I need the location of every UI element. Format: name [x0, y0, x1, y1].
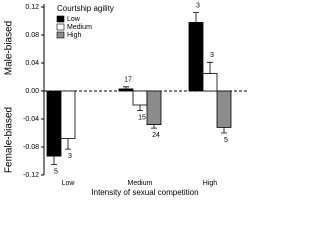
bar [188, 21, 204, 92]
error-bar [51, 156, 57, 165]
x-tick-label: Low [62, 180, 76, 187]
error-bar [207, 61, 213, 74]
error-bar [123, 86, 129, 89]
sample-size: 3 [196, 2, 200, 9]
sample-size: 15 [138, 114, 146, 121]
legend-label: High [67, 32, 82, 39]
y-tick-label: 0.04 [25, 60, 39, 67]
legend-swatch [56, 15, 65, 23]
sample-size: 24 [152, 132, 160, 139]
error-bar [137, 105, 143, 111]
error-bar [221, 127, 227, 134]
sample-size: 3 [68, 153, 72, 160]
bar [60, 90, 76, 139]
y-label-lower: Female-biased [4, 107, 15, 173]
y-tick-label: 0.08 [25, 32, 39, 39]
page: {"chart_data": {"type": "bar", "y_label_… [3, 2, 248, 198]
legend-swatch [56, 23, 65, 31]
y-label-upper: Male-biased [4, 21, 15, 75]
x-label: Intensity of sexual competition [91, 188, 198, 197]
sample-size: 5 [54, 168, 58, 175]
legend-label: Medium [67, 24, 92, 31]
legend-label: Low [67, 16, 81, 23]
y-tick-label: -0.04 [23, 116, 39, 123]
legend-title: Courtship agility [57, 4, 114, 13]
bar [216, 90, 232, 128]
y-tick-label: -0.12 [23, 172, 39, 179]
error-bar [65, 138, 71, 150]
sample-size: 5 [224, 137, 228, 144]
error-bar [193, 12, 199, 23]
sample-size: 17 [124, 77, 132, 84]
y-tick-label: 0.12 [25, 4, 39, 11]
sample-size: 3 [210, 52, 214, 59]
bar [146, 90, 162, 125]
bar [46, 90, 62, 157]
legend-swatch [56, 31, 65, 39]
y-tick-label: -0.08 [23, 144, 39, 151]
bar [202, 73, 218, 92]
y-tick-label: 0.00 [25, 88, 39, 95]
x-tick-label: Medium [128, 180, 153, 187]
error-bar [151, 124, 157, 129]
bar [118, 88, 134, 92]
x-tick-label: High [203, 180, 218, 187]
bar [132, 90, 148, 106]
chart: Male-biased Female-biased Intensity of s… [4, 2, 248, 197]
